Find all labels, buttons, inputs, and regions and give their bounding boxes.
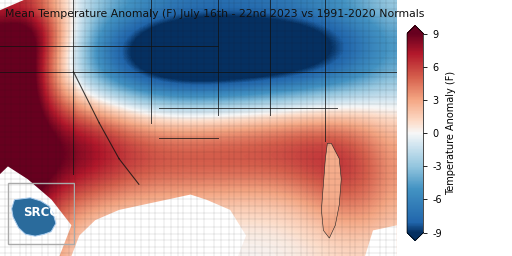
Polygon shape <box>0 0 24 10</box>
Text: Mean Temperature Anomaly (F) July 16th - 22nd 2023 vs 1991-2020 Normals: Mean Temperature Anomaly (F) July 16th -… <box>5 9 424 19</box>
Polygon shape <box>365 225 397 256</box>
Polygon shape <box>0 166 71 256</box>
PathPatch shape <box>407 233 423 241</box>
Polygon shape <box>71 195 246 256</box>
Polygon shape <box>322 143 341 238</box>
Text: SRCC: SRCC <box>23 206 58 219</box>
PathPatch shape <box>407 26 423 34</box>
Polygon shape <box>12 198 56 236</box>
Y-axis label: Temperature Anomaly (F): Temperature Anomaly (F) <box>446 71 456 195</box>
